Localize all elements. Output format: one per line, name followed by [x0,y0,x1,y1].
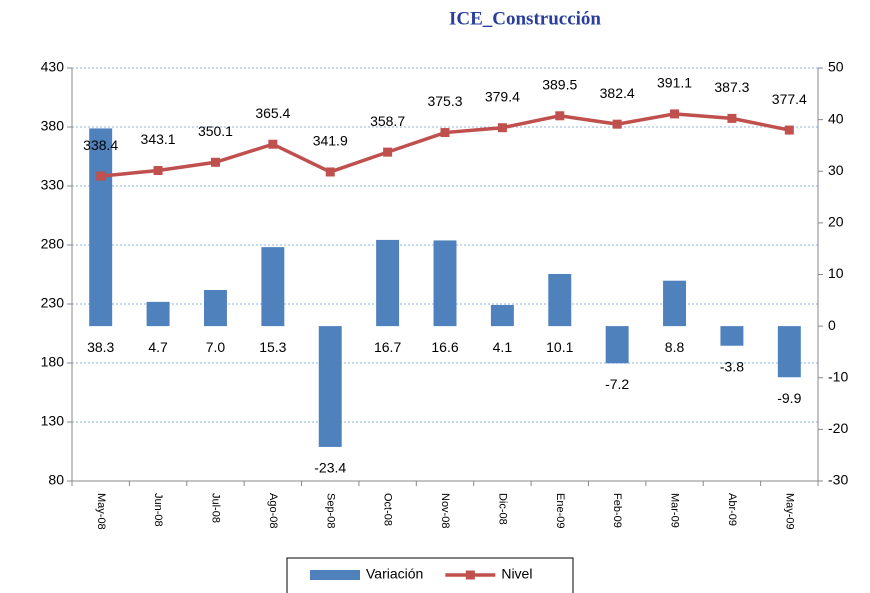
line-marker [96,171,106,181]
y-tick-label: 280 [41,236,65,252]
line-marker [555,111,565,121]
line-label: 341.9 [313,133,348,149]
line-label: 358.7 [370,113,405,129]
bar [203,289,227,327]
line-marker [440,128,450,138]
bar-label: -9.9 [777,390,801,406]
x-tick-label: Sep-08 [324,493,336,528]
y2-tick-label: 0 [828,317,836,333]
y2-tick-label: -20 [828,420,848,436]
bar [146,301,170,327]
x-tick-label: Abr-09 [726,493,738,526]
line-label: 375.3 [427,93,462,109]
y2-tick-label: -10 [828,368,848,384]
y2-tick-label: 10 [828,265,844,281]
line-label: 391.1 [657,75,692,91]
line-marker [612,119,622,129]
bar-label: -23.4 [314,460,346,476]
bar-label: 7.0 [206,339,226,355]
x-tick-label: May-08 [95,493,107,530]
y2-tick-label: 30 [828,162,844,178]
bar-label: -3.8 [720,358,744,374]
line-label: 389.5 [542,76,577,92]
bar-label: 16.6 [431,339,458,355]
x-tick-label: Nov-08 [439,493,451,528]
line-label: 350.1 [198,123,233,139]
line-label: 338.4 [83,137,118,153]
line-marker [153,166,163,176]
bar [663,280,687,327]
line-marker [268,139,278,149]
x-tick-label: Dic-08 [496,493,508,525]
chart-title: ICE_Construcción [449,8,601,29]
line-label: 377.4 [772,91,807,107]
line-label: 343.1 [141,131,176,147]
bar-label: 10.1 [546,339,573,355]
bar-label: 4.7 [148,339,168,355]
bar-label: 15.3 [259,339,286,355]
legend-swatch-marker [465,570,475,580]
bar [720,326,744,346]
line-marker [210,157,220,167]
y2-tick-label: 40 [828,110,844,126]
x-tick-label: Mar-09 [669,493,681,528]
bar [376,239,400,327]
y-tick-label: 80 [48,472,64,488]
line-marker [325,167,335,177]
bar-label: 8.8 [665,339,685,355]
line-label: 379.4 [485,88,520,104]
x-tick-label: Feb-09 [611,493,623,528]
bar [261,247,285,327]
x-tick-label: Ene-09 [554,493,566,528]
line-marker [784,125,794,135]
x-tick-label: May-09 [783,493,795,530]
legend-label: Variación [366,566,423,582]
line-marker [383,147,393,157]
bar [318,326,342,447]
x-tick-label: Jun-08 [152,493,164,527]
y2-tick-label: 20 [828,214,844,230]
bar [89,128,113,327]
x-tick-label: Ago-08 [267,493,279,528]
legend-swatch [310,570,360,580]
bar [548,273,572,327]
x-tick-label: Oct-08 [382,493,394,526]
bar [433,240,457,327]
y2-tick-label: -30 [828,472,848,488]
bar-label: 16.7 [374,339,401,355]
line-marker [670,109,680,119]
y-tick-label: 130 [41,413,65,429]
line-label: 387.3 [714,79,749,95]
line-marker [727,113,737,123]
y2-tick-label: 50 [828,59,844,75]
y-tick-label: 180 [41,354,65,370]
x-tick-label: Jul-08 [210,493,222,523]
bar-label: 4.1 [493,339,513,355]
bar [777,326,801,378]
y-tick-label: 230 [41,295,65,311]
y-tick-label: 430 [41,59,65,75]
line-label: 382.4 [600,85,635,101]
line-marker [497,123,507,133]
y-tick-label: 380 [41,118,65,134]
bar-label: -7.2 [605,376,629,392]
bar-label: 38.3 [87,339,114,355]
bar [605,326,629,364]
y-tick-label: 330 [41,177,65,193]
bar [490,304,514,327]
legend-label: Nivel [501,566,532,582]
line-label: 365.4 [255,105,290,121]
